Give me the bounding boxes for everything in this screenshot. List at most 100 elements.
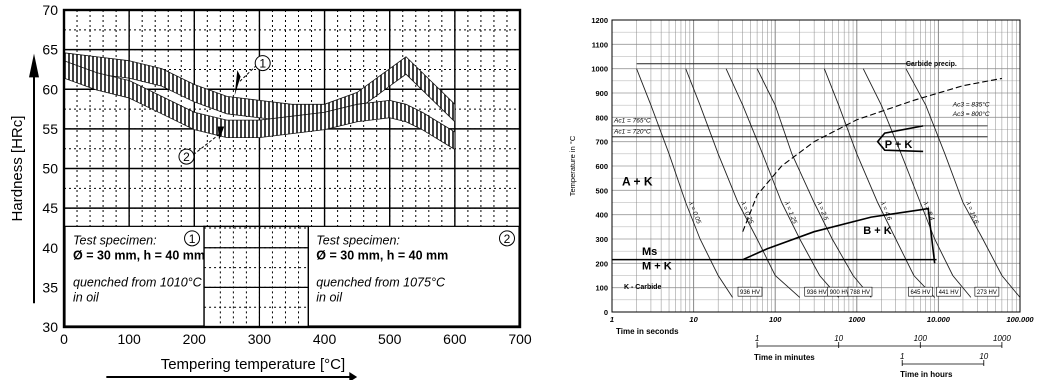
cct-y-tick-label: 1000 xyxy=(591,65,608,74)
ac1-label-upper: Ac1 = 765°C xyxy=(613,117,651,125)
y-tick-label: 45 xyxy=(42,200,58,216)
x-axis-arrowhead xyxy=(349,372,358,382)
ac1-label-lower: Ac1 = 720°C xyxy=(613,128,651,136)
tempering-chart: Test specimen:Ø = 30 mm, h = 40 mmquench… xyxy=(9,2,532,382)
pointer-1 xyxy=(239,65,257,82)
x-tick-label: 0 xyxy=(60,331,68,347)
cct-x-tick-label: 10 xyxy=(689,315,698,324)
box-marker-circle-2 xyxy=(499,230,515,247)
hardness-label: 273 HV xyxy=(977,290,997,296)
x-tick-label: 500 xyxy=(378,331,402,347)
cct-frame xyxy=(611,19,1021,313)
hardness-label: 441 HV xyxy=(939,290,959,296)
cct-y-tick-label: 300 xyxy=(595,235,608,244)
y-tick-label: 70 xyxy=(42,2,58,18)
hardness-label: 788 HV xyxy=(850,290,870,296)
cct-y-tick-label: 1100 xyxy=(592,40,608,49)
series-marker-circle-1 xyxy=(254,55,271,72)
hardness-label: 900 HV xyxy=(830,290,850,296)
plot-frame xyxy=(62,8,522,329)
x-axis-label: Tempering temperature [°C] xyxy=(161,356,345,373)
box-label-quench: quenched from 1010°C xyxy=(73,275,203,289)
cct-x-tick-label: 100.000 xyxy=(1006,315,1034,324)
pointer-2-arrowhead xyxy=(217,126,225,140)
y-tick-label: 50 xyxy=(42,161,58,177)
x-tick-label: 700 xyxy=(508,331,532,347)
y-tick-label: 55 xyxy=(42,121,58,137)
middle-panel xyxy=(203,225,309,328)
hours-tick-label: 1 xyxy=(900,352,904,361)
y-tick-label: 35 xyxy=(42,279,58,295)
box-label-quench: quenched from 1075°C xyxy=(316,275,446,289)
cct-y-tick-label: 900 xyxy=(595,89,608,98)
cct-y-axis-label: Temperature in °C xyxy=(568,135,577,196)
cooling-curve-7 xyxy=(905,68,1021,298)
pointer-2 xyxy=(193,134,220,156)
hours-tick-label: 10 xyxy=(979,352,988,361)
cct-x-tick-label: 10.000 xyxy=(927,315,951,324)
ac3-label-upper: Ac3 = 835°C xyxy=(952,100,990,108)
cct-x-tick-label: 1 xyxy=(610,315,614,324)
cct-y-tick-label: 0 xyxy=(604,308,608,317)
box-label-medium: in oil xyxy=(73,290,100,304)
cct-y-tick-label: 600 xyxy=(595,162,608,171)
hardness-label: 645 HV xyxy=(910,290,930,296)
minutes-axis-label: Time in minutes xyxy=(754,353,815,362)
ms-label: Ms xyxy=(642,246,657,258)
carbide-precip-curve xyxy=(742,77,1003,232)
cct-seconds-label: Time in seconds xyxy=(616,327,679,336)
series-band-2 xyxy=(63,60,456,151)
hardness-box xyxy=(974,286,1000,297)
cooling-curve-1 xyxy=(636,68,733,298)
y-tick-label: 40 xyxy=(42,240,58,256)
hardness-box xyxy=(908,286,933,297)
x-tick-label: 200 xyxy=(183,331,207,347)
box-marker-2: 2 xyxy=(504,232,511,246)
series-marker-1: 1 xyxy=(259,57,266,71)
box-label-title: Test specimen: xyxy=(73,233,157,247)
x-tick-label: 300 xyxy=(248,331,272,347)
cooling-curve-3 xyxy=(725,68,840,298)
cct-x-tick-label: 1000 xyxy=(848,315,866,324)
info-box-2 xyxy=(307,225,520,327)
y-tick-label: 60 xyxy=(42,81,58,97)
box-label-size: Ø = 30 mm, h = 40 mm xyxy=(316,248,448,262)
y-tick-label: 30 xyxy=(42,319,58,335)
x-tick-label: 100 xyxy=(117,331,141,347)
cct-y-tick-label: 200 xyxy=(595,259,608,268)
region-b-k: B + K xyxy=(863,225,891,237)
x-tick-label: 400 xyxy=(313,331,337,347)
hardness-box xyxy=(737,286,763,297)
minutes-tick-label: 1000 xyxy=(993,334,1011,343)
series-marker-circle-2 xyxy=(178,148,195,165)
x-tick-label: 600 xyxy=(443,331,467,347)
bainite-boundary xyxy=(742,207,936,264)
cct-y-tick-label: 400 xyxy=(595,211,608,220)
cct-y-tick-label: 500 xyxy=(595,186,608,195)
cooling-curve-4 xyxy=(756,68,872,298)
y-tick-label: 65 xyxy=(42,42,58,58)
cooling-curve-5 xyxy=(823,68,935,298)
region-p-k: P + K xyxy=(885,139,913,151)
box-label-medium: in oil xyxy=(316,290,343,304)
hardness-label: 936 HV xyxy=(740,290,760,296)
box-label-size: Ø = 30 mm, h = 40 mm xyxy=(73,248,205,262)
box-label-title: Test specimen: xyxy=(316,233,400,247)
cct-y-tick-label: 800 xyxy=(595,113,608,122)
cct-diagram: 0100200300400500600700800900100011001200… xyxy=(568,16,1034,379)
pearlite-boundary xyxy=(876,125,924,153)
series-marker-2: 2 xyxy=(183,150,190,164)
cooling-curve-6 xyxy=(862,68,972,298)
hardness-box xyxy=(847,286,873,297)
cct-y-tick-label: 100 xyxy=(595,284,608,293)
y-axis-label: Hardness [HRc] xyxy=(9,116,26,222)
carbide-precip-label: Carbide precip. xyxy=(906,61,957,68)
minutes-tick-label: 10 xyxy=(834,334,843,343)
hours-axis-label: Time in hours xyxy=(900,370,953,379)
region-m-k: M + K xyxy=(642,260,672,272)
cct-x-tick-label: 100 xyxy=(769,315,782,324)
hardness-box xyxy=(936,286,961,297)
cooling-curve-2 xyxy=(685,68,801,298)
minutes-tick-label: 100 xyxy=(914,334,928,343)
